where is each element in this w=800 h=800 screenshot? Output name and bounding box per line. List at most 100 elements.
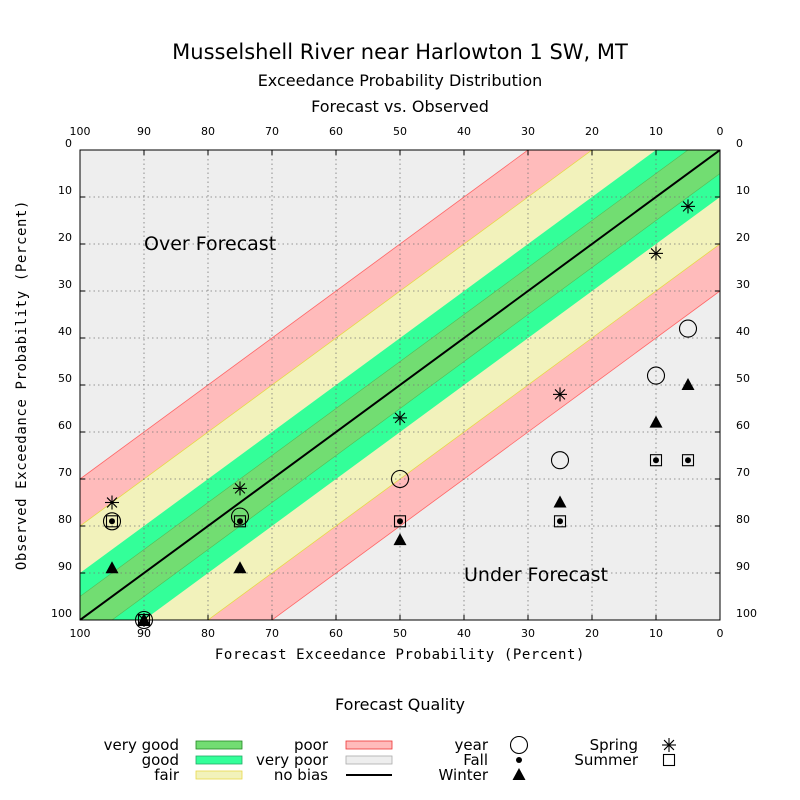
summer-point — [553, 515, 567, 528]
x-tick-label: 60 — [329, 627, 343, 640]
year-point — [134, 610, 154, 630]
x-top-tick-label: 100 — [70, 125, 91, 138]
under-forecast-label: Under Forecast — [464, 564, 608, 586]
legend-label-good: good — [142, 751, 179, 769]
summer-point — [233, 515, 247, 528]
y-tick-label: 90 — [58, 560, 72, 573]
axis-ticks: 1001009090808070706060505040403030202010… — [51, 125, 757, 640]
y-right-tick-label: 70 — [736, 466, 750, 479]
y-tick-label: 30 — [58, 278, 72, 291]
legend-marker-winter — [512, 768, 526, 780]
fall-point — [653, 457, 659, 464]
y-right-tick-label: 30 — [736, 278, 750, 291]
x-top-tick-label: 60 — [329, 125, 343, 138]
fall-point — [557, 518, 563, 525]
asterisk-stroke — [394, 412, 406, 424]
spring-point — [105, 495, 119, 510]
x-tick-label: 50 — [393, 627, 407, 640]
winter-point — [649, 415, 663, 428]
x-tick-label: 70 — [265, 627, 279, 640]
legend-marker-fall — [516, 757, 522, 763]
legend-label-fall: Fall — [463, 751, 488, 769]
year-point — [390, 469, 410, 489]
spring-point — [137, 613, 151, 627]
legend-label-very-poor: very poor — [256, 751, 329, 769]
winter-point — [681, 378, 695, 390]
y-right-tick-label: 80 — [736, 513, 750, 526]
asterisk-stroke — [663, 739, 675, 751]
legend-marker-summer — [662, 753, 676, 767]
no-bias-line — [80, 150, 720, 620]
y-right-tick-label: 20 — [736, 231, 750, 244]
fall-point — [685, 457, 691, 464]
year-point — [102, 512, 122, 531]
asterisk-stroke — [106, 497, 118, 508]
legend-label-poor: poor — [294, 736, 329, 754]
legend-title: Forecast Quality — [335, 695, 465, 714]
y-tick-label: 0 — [65, 137, 72, 150]
legend-swatch-very-good — [195, 740, 243, 750]
x-top-tick-label: 0 — [717, 125, 724, 138]
grid-lines — [80, 150, 720, 620]
legend-label-fair: fair — [154, 766, 180, 784]
y-right-tick-label: 100 — [736, 607, 757, 620]
legend-swatch-poor — [345, 740, 393, 750]
x-top-tick-label: 30 — [521, 125, 535, 138]
x-top-tick-label: 70 — [265, 125, 279, 138]
asterisk-stroke — [554, 389, 566, 400]
summer-point — [393, 515, 407, 528]
x-top-tick-label: 40 — [457, 125, 471, 138]
spring-point — [649, 246, 663, 261]
winter-point — [393, 533, 407, 546]
legend-swatch-fair — [195, 770, 243, 780]
asterisk-stroke — [138, 614, 150, 626]
x-tick-label: 80 — [201, 627, 215, 640]
x-tick-label: 0 — [717, 627, 724, 640]
y-tick-label: 70 — [58, 466, 72, 479]
asterisk-stroke — [650, 248, 662, 259]
asterisk-stroke — [682, 201, 694, 212]
winter-point — [233, 561, 247, 574]
legend-swatch-good — [195, 755, 243, 765]
x-tick-label: 20 — [585, 627, 599, 640]
y-right-tick-label: 10 — [736, 184, 750, 197]
summer-point — [105, 515, 119, 528]
summer-point — [681, 454, 695, 467]
year-point — [678, 319, 698, 338]
chart-title: Musselshell River near Harlowton 1 SW, M… — [172, 40, 628, 64]
x-top-tick-label: 20 — [585, 125, 599, 138]
y-right-tick-label: 0 — [736, 137, 743, 150]
winter-point — [553, 495, 567, 508]
spring-point — [553, 387, 567, 402]
winter-point — [105, 561, 119, 574]
x-top-tick-label: 90 — [137, 125, 151, 138]
legend-marker-spring — [662, 738, 676, 752]
x-axis-label: Forecast Exceedance Probability (Percent… — [215, 647, 585, 663]
x-tick-label: 30 — [521, 627, 535, 640]
x-top-tick-label: 50 — [393, 125, 407, 138]
spring-point — [233, 481, 247, 496]
y-right-tick-label: 60 — [736, 419, 750, 432]
legend-swatch-very-poor — [345, 755, 393, 765]
fall-point — [109, 518, 115, 525]
over-forecast-label: Over Forecast — [144, 233, 276, 255]
x-tick-label: 10 — [649, 627, 663, 640]
y-right-tick-label: 40 — [736, 325, 750, 338]
summer-point — [649, 454, 663, 467]
asterisk-stroke — [234, 483, 246, 494]
data-points — [102, 199, 698, 630]
spring-point — [681, 199, 695, 214]
legend-label-year: year — [455, 736, 489, 754]
no-bias-diagonal — [80, 150, 720, 620]
x-tick-label: 90 — [137, 627, 151, 640]
legend-label-very-good: very good — [104, 736, 179, 754]
legend-label-no-bias: no bias — [274, 766, 328, 784]
chart-subtitle: Exceedance Probability Distribution — [257, 71, 543, 90]
year-point — [646, 366, 666, 385]
y-tick-label: 80 — [58, 513, 72, 526]
y-tick-label: 20 — [58, 231, 72, 244]
x-tick-label: 40 — [457, 627, 471, 640]
